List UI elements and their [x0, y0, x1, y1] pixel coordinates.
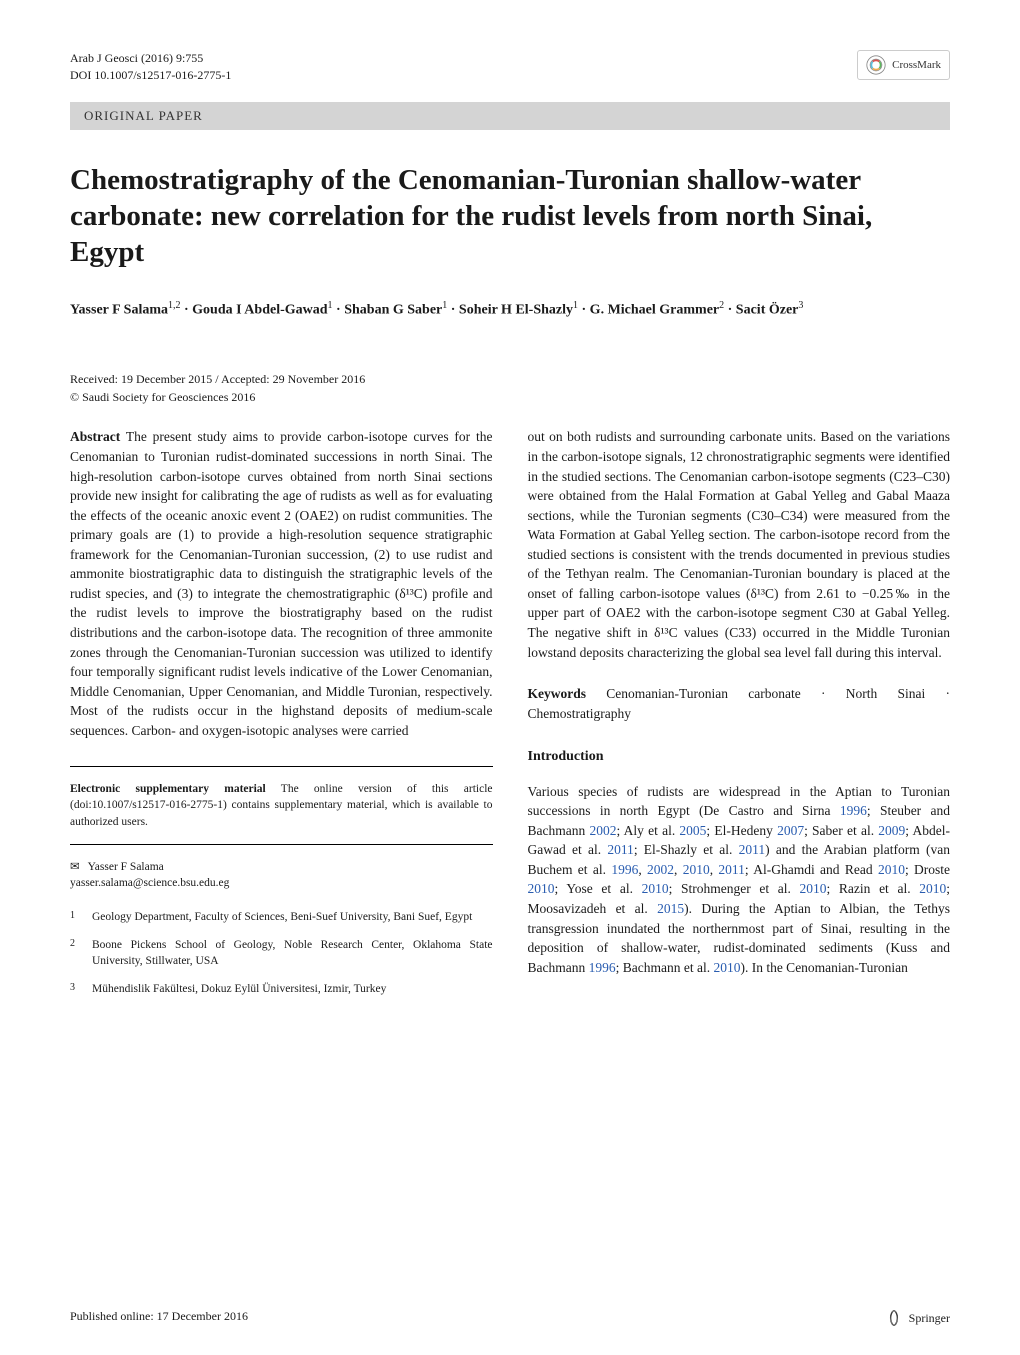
- publisher-name: Springer: [909, 1311, 950, 1326]
- introduction-text: Various species of rudists are widesprea…: [528, 782, 951, 978]
- divider-line: [70, 766, 493, 767]
- supplementary-material: Electronic supplementary material The on…: [70, 781, 493, 829]
- affiliation-item: 2 Boone Pickens School of Geology, Noble …: [70, 937, 493, 969]
- doi: DOI 10.1007/s12517-016-2775-1: [70, 67, 231, 84]
- affiliation-number: 3: [70, 981, 80, 997]
- page-footer: Published online: 17 December 2016 Sprin…: [70, 1309, 950, 1327]
- right-column: out on both rudists and surrounding carb…: [528, 427, 951, 1009]
- affiliation-text: Mühendislik Fakültesi, Dokuz Eylül Ünive…: [92, 981, 386, 997]
- content-columns: Abstract The present study aims to provi…: [70, 427, 950, 1009]
- abstract-label: Abstract: [70, 429, 120, 444]
- left-column: Abstract The present study aims to provi…: [70, 427, 493, 1009]
- affiliation-item: 1 Geology Department, Faculty of Sciences…: [70, 909, 493, 925]
- supplementary-label: Electronic supplementary material: [70, 783, 266, 795]
- affiliation-text: Boone Pickens School of Geology, Noble R…: [92, 937, 493, 969]
- envelope-icon: ✉: [70, 861, 80, 873]
- affiliation-number: 1: [70, 909, 80, 925]
- crossmark-badge[interactable]: CrossMark: [857, 50, 950, 80]
- divider-line: [70, 844, 493, 845]
- journal-citation: Arab J Geosci (2016) 9:755: [70, 50, 231, 67]
- article-title: Chemostratigraphy of the Cenomanian-Turo…: [70, 162, 950, 271]
- left-column-footer: Electronic supplementary material The on…: [70, 766, 493, 997]
- publisher-badge: Springer: [885, 1309, 950, 1327]
- keywords-line: Keywords Cenomanian-Turonian carbonate ·…: [528, 684, 951, 723]
- affiliation-number: 2: [70, 937, 80, 969]
- published-online: Published online: 17 December 2016: [70, 1309, 248, 1327]
- article-dates: Received: 19 December 2015 / Accepted: 2…: [70, 372, 950, 387]
- corresponding-name: Yasser F Salama: [88, 861, 164, 873]
- copyright-line: © Saudi Society for Geosciences 2016: [70, 390, 950, 405]
- abstract-text-right: out on both rudists and surrounding carb…: [528, 427, 951, 662]
- abstract-paragraph: Abstract The present study aims to provi…: [70, 427, 493, 740]
- header-row: Arab J Geosci (2016) 9:755 DOI 10.1007/s…: [70, 50, 950, 84]
- journal-info: Arab J Geosci (2016) 9:755 DOI 10.1007/s…: [70, 50, 231, 84]
- abstract-text-left: The present study aims to provide carbon…: [70, 429, 493, 737]
- affiliation-item: 3 Mühendislik Fakültesi, Dokuz Eylül Üniv…: [70, 981, 493, 997]
- crossmark-label: CrossMark: [892, 59, 941, 71]
- keywords-text: Cenomanian-Turonian carbonate · North Si…: [528, 686, 951, 721]
- corresponding-email: yasser.salama@science.bsu.edu.eg: [70, 875, 493, 891]
- affiliations-list: 1 Geology Department, Faculty of Sciences…: [70, 909, 493, 997]
- affiliation-text: Geology Department, Faculty of Sciences,…: [92, 909, 472, 925]
- corresponding-author: ✉ Yasser F Salama yasser.salama@science.b…: [70, 859, 493, 891]
- author-list: Yasser F Salama1,2 · Gouda I Abdel-Gawad…: [70, 298, 950, 322]
- introduction-heading: Introduction: [528, 747, 951, 767]
- paper-type-bar: ORIGINAL PAPER: [70, 102, 950, 130]
- keywords-label: Keywords: [528, 686, 587, 701]
- springer-icon: [885, 1309, 903, 1327]
- crossmark-icon: [866, 55, 886, 75]
